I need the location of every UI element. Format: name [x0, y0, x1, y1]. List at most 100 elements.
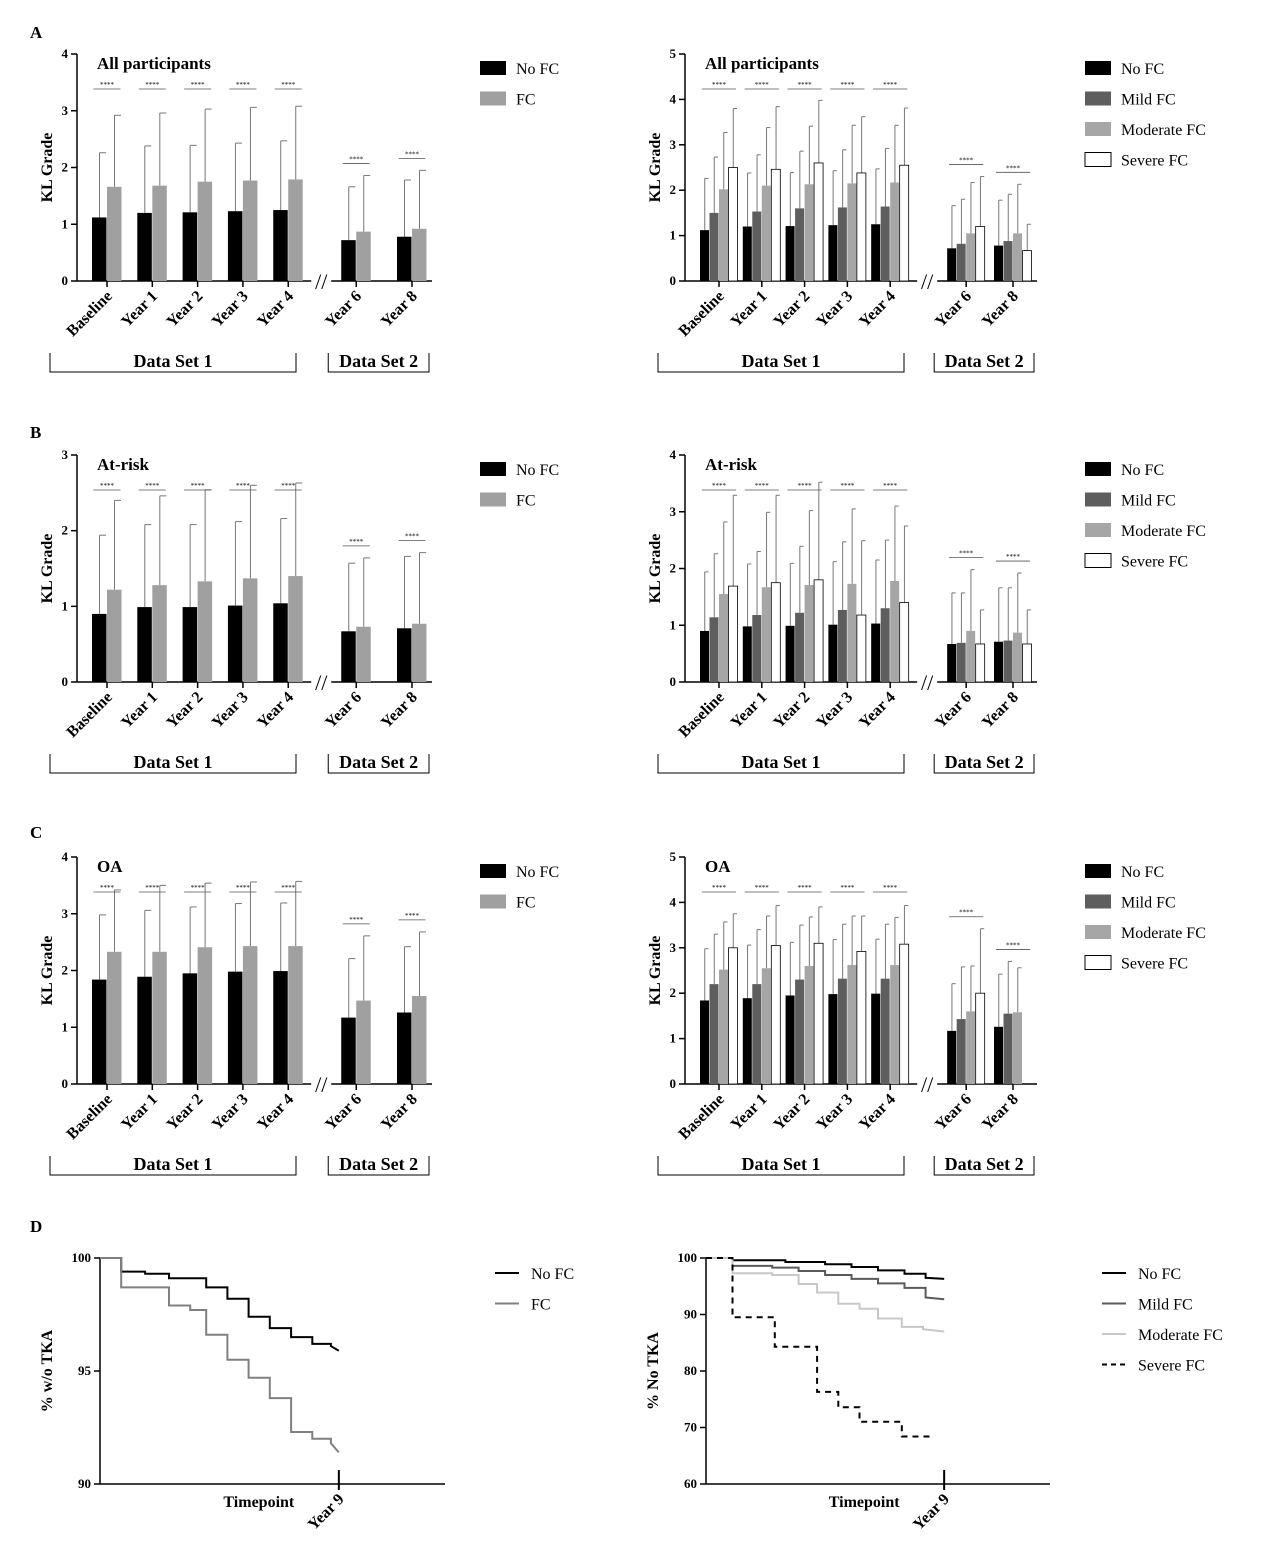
- group-bracket: [657, 1156, 905, 1176]
- bar-severe-fc-year-3: [856, 172, 867, 282]
- x-tick-label-baseline: Baseline: [676, 689, 728, 741]
- bar-no-fc-year-4: [273, 603, 288, 682]
- y-tick-label: 90: [684, 1307, 697, 1322]
- y-tick-label: 4: [670, 447, 677, 462]
- bar-mild-fc-year-1: [752, 211, 762, 281]
- bar-no-fc-year-1: [137, 976, 152, 1084]
- axis-break-marker: //: [921, 269, 934, 294]
- bar-no-fc-year-1: [742, 626, 752, 682]
- bar-moderate-fc-baseline: [719, 594, 728, 682]
- legend-label-no-fc: No FC: [1121, 864, 1164, 881]
- y-tick-label: 2: [670, 182, 677, 197]
- axis-break-marker: //: [315, 269, 328, 294]
- bar-no-fc-year-8: [397, 236, 412, 281]
- bar-moderate-fc-year-3: [847, 183, 857, 281]
- chart-c-right: 0 1 2 3 4 5 KL Grade // **** **** **** **** **** ****…: [647, 849, 1206, 1176]
- series-line-mild-fc: [706, 1257, 945, 1301]
- y-tick-label: 1: [62, 598, 69, 613]
- bar-no-fc-year-4: [871, 993, 881, 1084]
- group-label-data-set-1: Data Set 1: [742, 351, 821, 371]
- bar-severe-fc-year-3: [856, 614, 867, 683]
- x-tick-label-year-6: Year 6: [322, 288, 365, 331]
- bar-fc-year-3: [242, 578, 258, 682]
- significance-marker: ****: [145, 81, 160, 89]
- bar-fc-baseline: [107, 589, 122, 682]
- legend-label-moderate-fc: Moderate FC: [1138, 1327, 1223, 1344]
- y-tick-label: 0: [670, 273, 677, 288]
- x-tick-label-year-6: Year 6: [932, 689, 975, 732]
- bar-no-fc-year-3: [227, 971, 243, 1084]
- chart-b-left: 0 1 2 3 KL Grade // **** **** **** **** **** **** **…: [39, 447, 559, 774]
- group-label-data-set-1: Data Set 1: [134, 1154, 213, 1174]
- x-tick-label-year-1: Year 1: [118, 288, 161, 331]
- y-tick-label: 2: [670, 561, 677, 576]
- x-tick-label-year-2: Year 2: [164, 288, 207, 331]
- significance-marker: ****: [191, 884, 206, 892]
- bar-no-fc-year-3: [227, 605, 243, 682]
- legend-swatch-moderate-fc: [1085, 523, 1111, 537]
- significance-marker: ****: [798, 482, 813, 490]
- bar-no-fc-year-2: [182, 212, 198, 281]
- legend-label-moderate-fc: Moderate FC: [1121, 122, 1206, 139]
- significance-marker: ****: [798, 884, 813, 892]
- bar-severe-fc-year-1: [770, 945, 781, 1085]
- bar-severe-fc-year-6: [975, 992, 986, 1085]
- x-tick-label-baseline: Baseline: [64, 689, 116, 741]
- group-bracket: [49, 353, 297, 373]
- y-axis-label: KL Grade: [39, 936, 56, 1006]
- bar-mild-fc-year-1: [752, 984, 762, 1084]
- x-tick-label-year-1: Year 1: [118, 689, 161, 732]
- legend-swatch-severe-fc: [1084, 553, 1112, 568]
- x-tick-label-year-2: Year 2: [770, 1091, 813, 1134]
- x-tick-label-year-1: Year 1: [728, 288, 771, 331]
- group-bracket: [49, 754, 297, 774]
- significance-marker: ****: [100, 81, 115, 89]
- group-label-data-set-2: Data Set 2: [339, 351, 418, 371]
- bar-moderate-fc-baseline: [719, 189, 728, 281]
- axis-break-marker: //: [315, 670, 328, 695]
- significance-marker: ****: [236, 884, 251, 892]
- x-tick-label-year-8: Year 8: [979, 689, 1022, 732]
- y-axis-label: KL Grade: [647, 534, 664, 604]
- bar-no-fc-year-6: [341, 240, 356, 281]
- significance-marker: ****: [883, 81, 898, 89]
- significance-marker: ****: [100, 482, 115, 490]
- group-label-data-set-1: Data Set 1: [742, 1154, 821, 1174]
- y-tick-label: 5: [670, 849, 677, 864]
- bar-no-fc-year-3: [828, 994, 838, 1084]
- bar-mild-fc-baseline: [709, 984, 719, 1084]
- bar-fc-year-2: [197, 581, 213, 682]
- legend-swatch-severe-fc: [1084, 955, 1112, 970]
- significance-marker: ****: [236, 81, 251, 89]
- chart-title: At-risk: [705, 455, 757, 474]
- bar-moderate-fc-year-2: [804, 184, 814, 281]
- x-tick-label-year-4: Year 4: [856, 1091, 899, 1134]
- group-label-data-set-2: Data Set 2: [339, 1154, 418, 1174]
- group-label-data-set-2: Data Set 2: [945, 1154, 1024, 1174]
- significance-marker: ****: [191, 482, 206, 490]
- chart-title: At-risk: [97, 455, 149, 474]
- bar-severe-fc-year-3: [856, 951, 867, 1085]
- y-tick-label: 4: [670, 91, 677, 106]
- bar-fc-year-6: [356, 626, 371, 682]
- legend-swatch-fc: [480, 91, 506, 106]
- bar-severe-fc-baseline: [728, 585, 738, 683]
- bar-no-fc-year-1: [137, 607, 152, 682]
- bar-mild-fc-year-1: [752, 615, 762, 682]
- y-tick-label: 5: [670, 46, 677, 61]
- significance-marker: ****: [349, 916, 364, 924]
- legend-label-fc: FC: [516, 895, 536, 912]
- bar-moderate-fc-year-2: [804, 584, 814, 682]
- bar-moderate-fc-year-1: [761, 587, 771, 682]
- x-tick-label-year-4: Year 4: [254, 1091, 297, 1134]
- bar-fc-baseline: [107, 186, 122, 281]
- legend-label-mild-fc: Mild FC: [1138, 1297, 1193, 1314]
- significance-marker: ****: [405, 533, 420, 541]
- series-line-moderate-fc: [706, 1257, 945, 1333]
- legend-label-no-fc: No FC: [1121, 61, 1164, 78]
- bar-mild-fc-year-8: [1003, 241, 1013, 281]
- bar-no-fc-year-8: [397, 1012, 412, 1084]
- x-tick-label-year-1: Year 1: [118, 1091, 161, 1134]
- bar-no-fc-year-4: [273, 971, 288, 1084]
- significance-marker: ****: [145, 482, 160, 490]
